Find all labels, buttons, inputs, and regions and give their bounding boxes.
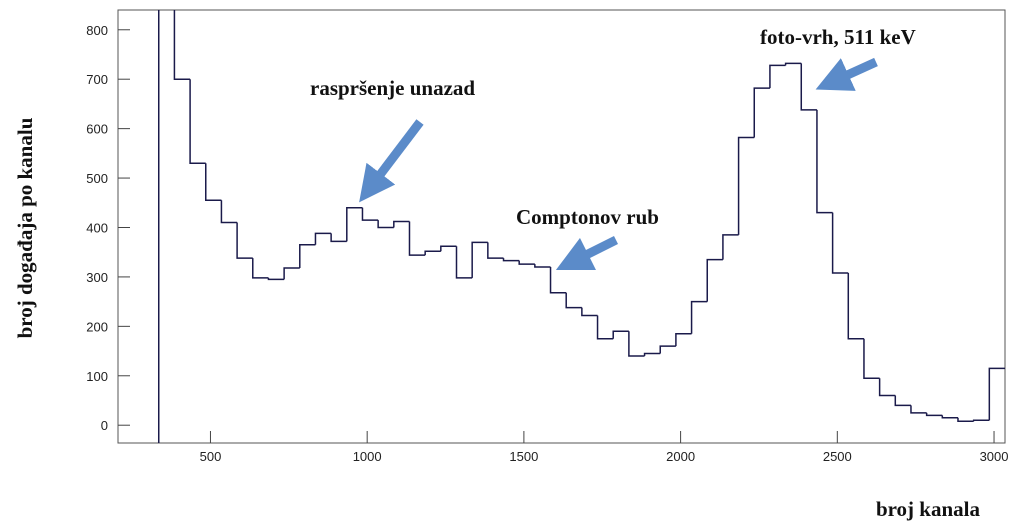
- x-tick-label: 1000: [353, 449, 382, 464]
- bin: [910, 405, 927, 414]
- bin: [565, 292, 582, 309]
- bin: [283, 267, 300, 280]
- y-tick-label: 0: [101, 418, 108, 433]
- y-tick-label: 800: [86, 23, 108, 38]
- bin: [659, 345, 676, 354]
- bin: [487, 242, 504, 259]
- bin: [534, 264, 551, 268]
- bin: [753, 87, 770, 138]
- bin: [941, 415, 958, 419]
- bin: [236, 222, 253, 259]
- bin: [612, 330, 629, 339]
- bin: [502, 258, 520, 262]
- bin: [189, 79, 206, 164]
- bin: [957, 417, 974, 423]
- bin: [299, 244, 316, 269]
- arrow: [359, 119, 424, 203]
- y-axis-label: broj događaja po kanalu: [13, 117, 37, 338]
- bin: [330, 233, 347, 243]
- y-tick-label: 700: [86, 72, 108, 87]
- bin: [518, 260, 535, 265]
- bin: [581, 307, 598, 317]
- bin: [769, 64, 786, 89]
- bin: [831, 212, 849, 274]
- x-tick-label: 2500: [823, 449, 852, 464]
- bin: [361, 207, 379, 221]
- bin: [252, 258, 269, 279]
- y-tick-label: 200: [86, 319, 108, 334]
- x-tick-label: 1500: [509, 449, 538, 464]
- bin: [471, 241, 488, 278]
- x-tick-label: 3000: [980, 449, 1009, 464]
- bin: [988, 367, 1005, 421]
- plot-frame: [117, 9, 1006, 444]
- bin: [440, 245, 457, 252]
- bin: [157, 10, 160, 443]
- bin: [894, 395, 911, 407]
- bin: [706, 258, 723, 302]
- arrow: [815, 57, 878, 91]
- annotation: Comptonov rub: [516, 205, 659, 229]
- bin: [800, 63, 817, 111]
- bin: [972, 419, 990, 422]
- bin: [847, 272, 864, 340]
- bin: [878, 378, 896, 397]
- histogram: [157, 10, 1005, 443]
- y-tick-label: 400: [86, 220, 108, 235]
- bin: [690, 300, 708, 334]
- annotation: raspršenje unazad: [310, 76, 475, 100]
- bin: [377, 220, 394, 229]
- annotation: foto-vrh, 511 keV: [760, 25, 916, 49]
- bin: [596, 315, 614, 340]
- bin: [205, 163, 222, 202]
- bin: [455, 246, 473, 279]
- y-tick-label: 600: [86, 122, 108, 137]
- bin: [737, 136, 755, 235]
- bin: [925, 412, 943, 417]
- bin: [816, 109, 833, 214]
- bin: [628, 331, 645, 357]
- bin: [722, 234, 739, 260]
- bin: [549, 267, 567, 294]
- arrow: [555, 235, 619, 271]
- bin: [863, 338, 880, 379]
- bin: [314, 232, 332, 245]
- y-tick-label: 500: [86, 171, 108, 186]
- bin: [220, 200, 238, 224]
- x-tick-label: 2000: [666, 449, 695, 464]
- x-axis-label: broj kanala: [876, 497, 981, 521]
- bin: [267, 277, 285, 281]
- bin: [408, 221, 426, 256]
- bin: [424, 250, 441, 256]
- bin: [393, 220, 410, 228]
- y-tick-label: 300: [86, 270, 108, 285]
- bin: [675, 333, 692, 347]
- bin: [173, 10, 191, 80]
- y-tick-label: 100: [86, 369, 108, 384]
- bin: [784, 62, 802, 66]
- bin: [346, 206, 363, 242]
- x-tick-label: 500: [200, 449, 222, 464]
- bin: [643, 352, 661, 357]
